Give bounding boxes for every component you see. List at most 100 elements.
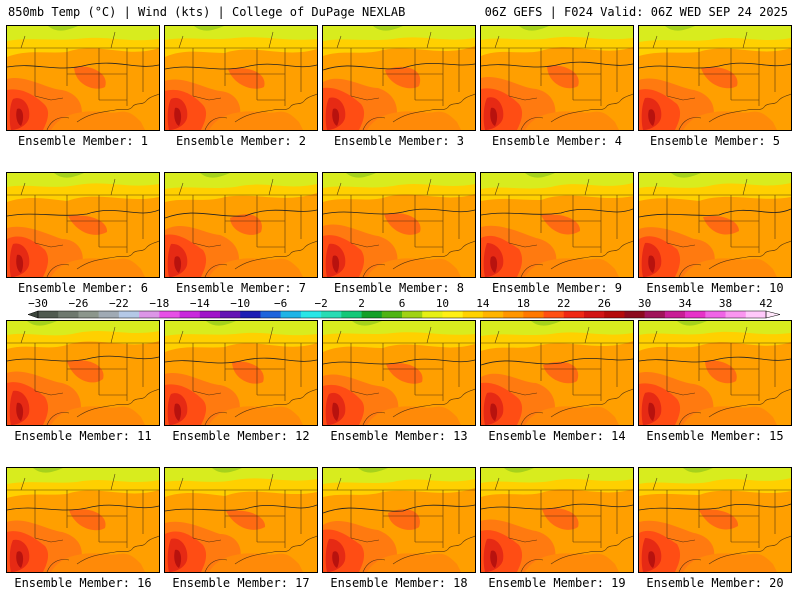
ensemble-member-label: Ensemble Member: 9 xyxy=(491,281,623,295)
ensemble-member-label: Ensemble Member: 16 xyxy=(14,576,152,590)
ensemble-map-panel xyxy=(480,320,634,426)
ensemble-map-panel xyxy=(638,467,792,573)
ensemble-member-label: Ensemble Member: 20 xyxy=(646,576,784,590)
colorbar-swatch xyxy=(725,311,747,318)
colorbar-swatch xyxy=(118,311,140,318)
colorbar-swatch xyxy=(361,311,383,318)
ensemble-map-panel xyxy=(164,25,318,131)
colorbar-max-arrow xyxy=(765,310,781,319)
ensemble-member-label: Ensemble Member: 15 xyxy=(646,429,784,443)
colorbar-tick-label: −10 xyxy=(230,297,250,310)
colorbar-swatch xyxy=(644,311,666,318)
colorbar-swatch xyxy=(321,311,342,318)
ensemble-member-label: Ensemble Member: 6 xyxy=(17,281,149,295)
colorbar-tick-label: −22 xyxy=(109,297,129,310)
ensemble-member-label: Ensemble Member: 2 xyxy=(175,134,307,148)
colorbar-min-arrow xyxy=(27,310,39,319)
ensemble-map-panel xyxy=(480,467,634,573)
colorbar-swatch xyxy=(482,311,504,318)
colorbar-swatch xyxy=(685,311,706,318)
ensemble-member-label: Ensemble Member: 13 xyxy=(330,429,468,443)
colorbar-swatch xyxy=(442,311,463,318)
ensemble-map-panel xyxy=(164,320,318,426)
colorbar-swatch xyxy=(624,311,645,318)
colorbar-tick-label: 14 xyxy=(476,297,490,310)
ensemble-map-panel xyxy=(6,320,160,426)
colorbar-swatch xyxy=(503,311,524,318)
colorbar-tick-label: −18 xyxy=(149,297,169,310)
colorbar-swatch xyxy=(300,311,322,318)
colorbar-swatch xyxy=(78,311,99,318)
ensemble-member-label: Ensemble Member: 10 xyxy=(646,281,784,295)
colorbar-swatch xyxy=(280,311,302,318)
colorbar-tick-label: 42 xyxy=(759,297,772,310)
colorbar-tick-label: 34 xyxy=(678,297,692,310)
colorbar-swatch xyxy=(745,311,767,318)
colorbar-swatch xyxy=(543,311,565,318)
ensemble-map-panel xyxy=(480,172,634,278)
ensemble-map-panel xyxy=(322,172,476,278)
temperature-colorbar: −30 −26 −22 −18 −14 −10 −6 −2 2 6 10 14 18 22 26 30 34 38… xyxy=(27,297,781,319)
ensemble-member-label: Ensemble Member: 14 xyxy=(488,429,626,443)
ensemble-member-label: Ensemble Member: 19 xyxy=(488,576,626,590)
ensemble-map-panel xyxy=(164,172,318,278)
colorbar-tick-label: 30 xyxy=(638,297,651,310)
colorbar-tick-label: 38 xyxy=(719,297,732,310)
colorbar-swatch xyxy=(179,311,201,318)
colorbar-swatch xyxy=(705,311,726,318)
colorbar-tick-label: −30 xyxy=(28,297,48,310)
ensemble-map-panel xyxy=(638,320,792,426)
ensemble-map-panel xyxy=(322,320,476,426)
colorbar-tick-label: 18 xyxy=(517,297,530,310)
ensemble-map-panel xyxy=(322,467,476,573)
colorbar-swatch xyxy=(462,311,484,318)
colorbar-tick-label: −6 xyxy=(274,297,287,310)
colorbar-tick-label: 10 xyxy=(436,297,449,310)
colorbar-swatch xyxy=(98,311,120,318)
colorbar-tick-label: −2 xyxy=(314,297,327,310)
ensemble-member-label: Ensemble Member: 17 xyxy=(172,576,310,590)
ensemble-map-panel xyxy=(6,467,160,573)
ensemble-map-panel xyxy=(6,25,160,131)
colorbar-swatch xyxy=(584,311,605,318)
colorbar-swatch xyxy=(38,311,59,318)
colorbar-swatch xyxy=(381,311,403,318)
ensemble-member-label: Ensemble Member: 3 xyxy=(333,134,465,148)
ensemble-member-label: Ensemble Member: 1 xyxy=(17,134,149,148)
ensemble-member-label: Ensemble Member: 11 xyxy=(14,429,152,443)
colorbar-swatch xyxy=(159,311,180,318)
colorbar-swatch xyxy=(199,311,221,318)
colorbar-tick-label: 22 xyxy=(557,297,570,310)
colorbar-tick-label: 26 xyxy=(598,297,611,310)
colorbar-swatch xyxy=(260,311,281,318)
ensemble-map-panel xyxy=(6,172,160,278)
colorbar-swatch xyxy=(220,311,241,318)
ensemble-member-label: Ensemble Member: 8 xyxy=(333,281,465,295)
product-title: 850mb Temp (°C) | Wind (kts) | College o… xyxy=(8,5,406,19)
colorbar-swatch xyxy=(139,311,160,318)
colorbar-swatch xyxy=(341,311,362,318)
colorbar-tick-label: −14 xyxy=(190,297,210,310)
ensemble-member-label: Ensemble Member: 5 xyxy=(649,134,781,148)
ensemble-member-label: Ensemble Member: 12 xyxy=(172,429,310,443)
colorbar-swatch xyxy=(402,311,423,318)
colorbar-tick-label: 6 xyxy=(399,297,406,310)
ensemble-map-panel xyxy=(164,467,318,573)
ensemble-map-panel xyxy=(638,172,792,278)
colorbar-swatch xyxy=(563,311,585,318)
ensemble-map-panel xyxy=(480,25,634,131)
colorbar-swatch xyxy=(604,311,625,318)
ensemble-member-label: Ensemble Member: 7 xyxy=(175,281,307,295)
colorbar-swatch xyxy=(240,311,261,318)
ensemble-map-panel xyxy=(322,25,476,131)
ensemble-member-label: Ensemble Member: 18 xyxy=(330,576,468,590)
colorbar-tick-label: −26 xyxy=(69,297,89,310)
colorbar-swatch xyxy=(523,311,544,318)
colorbar-tick-label: 2 xyxy=(358,297,365,310)
colorbar-swatch xyxy=(422,311,443,318)
colorbar-swatch xyxy=(664,311,686,318)
ensemble-map-panel xyxy=(638,25,792,131)
colorbar-swatch xyxy=(58,311,79,318)
ensemble-member-label: Ensemble Member: 4 xyxy=(491,134,623,148)
run-valid-time: 06Z GEFS | F024 Valid: 06Z WED SEP 24 20… xyxy=(484,5,788,19)
